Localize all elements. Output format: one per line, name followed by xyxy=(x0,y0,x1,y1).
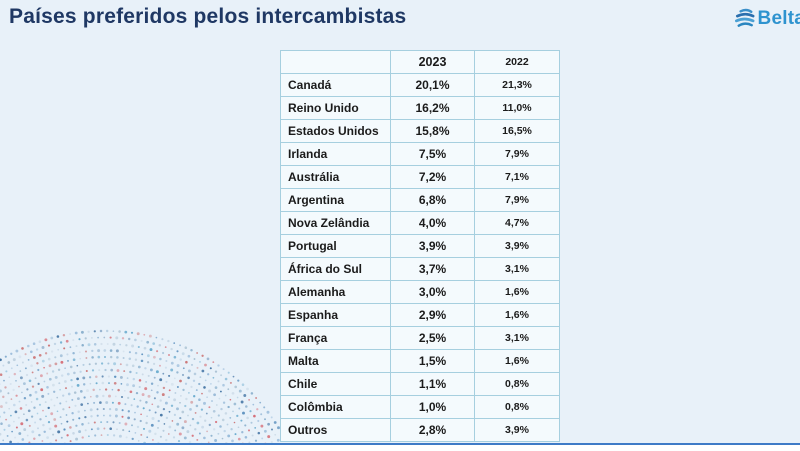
table-row: Estados Unidos 15,8% 16,5% xyxy=(280,119,560,143)
value-2023-cell: 3,7% xyxy=(390,257,475,281)
value-2022-cell: 3,1% xyxy=(474,257,560,281)
value-2022-cell: 0,8% xyxy=(474,372,560,396)
countries-table-container: 2023 2022 Canadá 20,1% 21,3% Reino Unido 16,… xyxy=(280,50,560,442)
country-cell: Canadá xyxy=(280,73,391,97)
value-2022-cell: 3,9% xyxy=(474,234,560,258)
countries-table: 2023 2022 Canadá 20,1% 21,3% Reino Unido 16,… xyxy=(280,50,560,442)
value-2023-cell: 20,1% xyxy=(390,73,475,97)
table-row: Canadá 20,1% 21,3% xyxy=(280,73,560,97)
table-row: Espanha 2,9% 1,6% xyxy=(280,303,560,327)
table-row: África do Sul 3,7% 3,1% xyxy=(280,257,560,281)
value-2022-cell: 16,5% xyxy=(474,119,560,143)
value-2022-cell: 1,6% xyxy=(474,303,560,327)
table-row: Alemanha 3,0% 1,6% xyxy=(280,280,560,304)
value-2023-cell: 1,5% xyxy=(390,349,475,373)
value-2023-cell: 2,5% xyxy=(390,326,475,350)
table-row: Reino Unido 16,2% 11,0% xyxy=(280,96,560,120)
value-2023-cell: 1,0% xyxy=(390,395,475,419)
country-cell: Irlanda xyxy=(280,142,391,166)
country-cell: França xyxy=(280,326,391,350)
country-cell: Outros xyxy=(280,418,391,442)
value-2023-cell: 2,9% xyxy=(390,303,475,327)
brand-logo: Belta xyxy=(733,7,800,30)
country-cell: Estados Unidos xyxy=(280,119,391,143)
table-row: Portugal 3,9% 3,9% xyxy=(280,234,560,258)
table-row: Outros 2,8% 3,9% xyxy=(280,418,560,442)
value-2022-cell: 3,9% xyxy=(474,418,560,442)
value-2023-cell: 7,5% xyxy=(390,142,475,166)
table-row: Irlanda 7,5% 7,9% xyxy=(280,142,560,166)
country-cell: Argentina xyxy=(280,188,391,212)
value-2023-cell: 1,1% xyxy=(390,372,475,396)
value-2022-cell: 0,8% xyxy=(474,395,560,419)
table-body: Canadá 20,1% 21,3% Reino Unido 16,2% 11,0% Est… xyxy=(280,73,560,442)
bottom-white-strip xyxy=(0,445,800,451)
page-title: Países preferidos pelos intercambistas xyxy=(9,5,407,28)
country-cell: África do Sul xyxy=(280,257,391,281)
country-cell: Alemanha xyxy=(280,280,391,304)
value-2022-cell: 3,1% xyxy=(474,326,560,350)
country-cell: Nova Zelândia xyxy=(280,211,391,235)
value-2023-cell: 4,0% xyxy=(390,211,475,235)
country-cell: Malta xyxy=(280,349,391,373)
table-row: Chile 1,1% 0,8% xyxy=(280,372,560,396)
value-2022-cell: 11,0% xyxy=(474,96,560,120)
belta-swirl-icon xyxy=(734,8,754,27)
value-2022-cell: 4,7% xyxy=(474,211,560,235)
value-2022-cell: 7,1% xyxy=(474,165,560,189)
country-header-cell xyxy=(280,50,391,74)
country-cell: Austrália xyxy=(280,165,391,189)
value-2023-cell: 3,9% xyxy=(390,234,475,258)
value-2023-cell: 16,2% xyxy=(390,96,475,120)
country-cell: Colômbia xyxy=(280,395,391,419)
value-2023-cell: 7,2% xyxy=(390,165,475,189)
value-2023-cell: 6,8% xyxy=(390,188,475,212)
bottom-accent-line xyxy=(0,443,800,445)
table-header-row: 2023 2022 xyxy=(280,50,560,74)
table-row: Malta 1,5% 1,6% xyxy=(280,349,560,373)
value-2022-cell: 1,6% xyxy=(474,349,560,373)
table-row: França 2,5% 3,1% xyxy=(280,326,560,350)
value-2022-cell: 7,9% xyxy=(474,142,560,166)
table-row: Nova Zelândia 4,0% 4,7% xyxy=(280,211,560,235)
table-row: Austrália 7,2% 7,1% xyxy=(280,165,560,189)
value-2022-cell: 1,6% xyxy=(474,280,560,304)
country-cell: Portugal xyxy=(280,234,391,258)
table-row: Argentina 6,8% 7,9% xyxy=(280,188,560,212)
brand-name: Belta xyxy=(757,7,800,29)
country-cell: Espanha xyxy=(280,303,391,327)
year-2022-header: 2022 xyxy=(474,50,560,74)
table-row: Colômbia 1,0% 0,8% xyxy=(280,395,560,419)
value-2022-cell: 21,3% xyxy=(474,73,560,97)
country-cell: Reino Unido xyxy=(280,96,391,120)
value-2023-cell: 15,8% xyxy=(390,119,475,143)
value-2022-cell: 7,9% xyxy=(474,188,560,212)
value-2023-cell: 3,0% xyxy=(390,280,475,304)
value-2023-cell: 2,8% xyxy=(390,418,475,442)
year-2023-header: 2023 xyxy=(390,50,475,74)
country-cell: Chile xyxy=(280,372,391,396)
